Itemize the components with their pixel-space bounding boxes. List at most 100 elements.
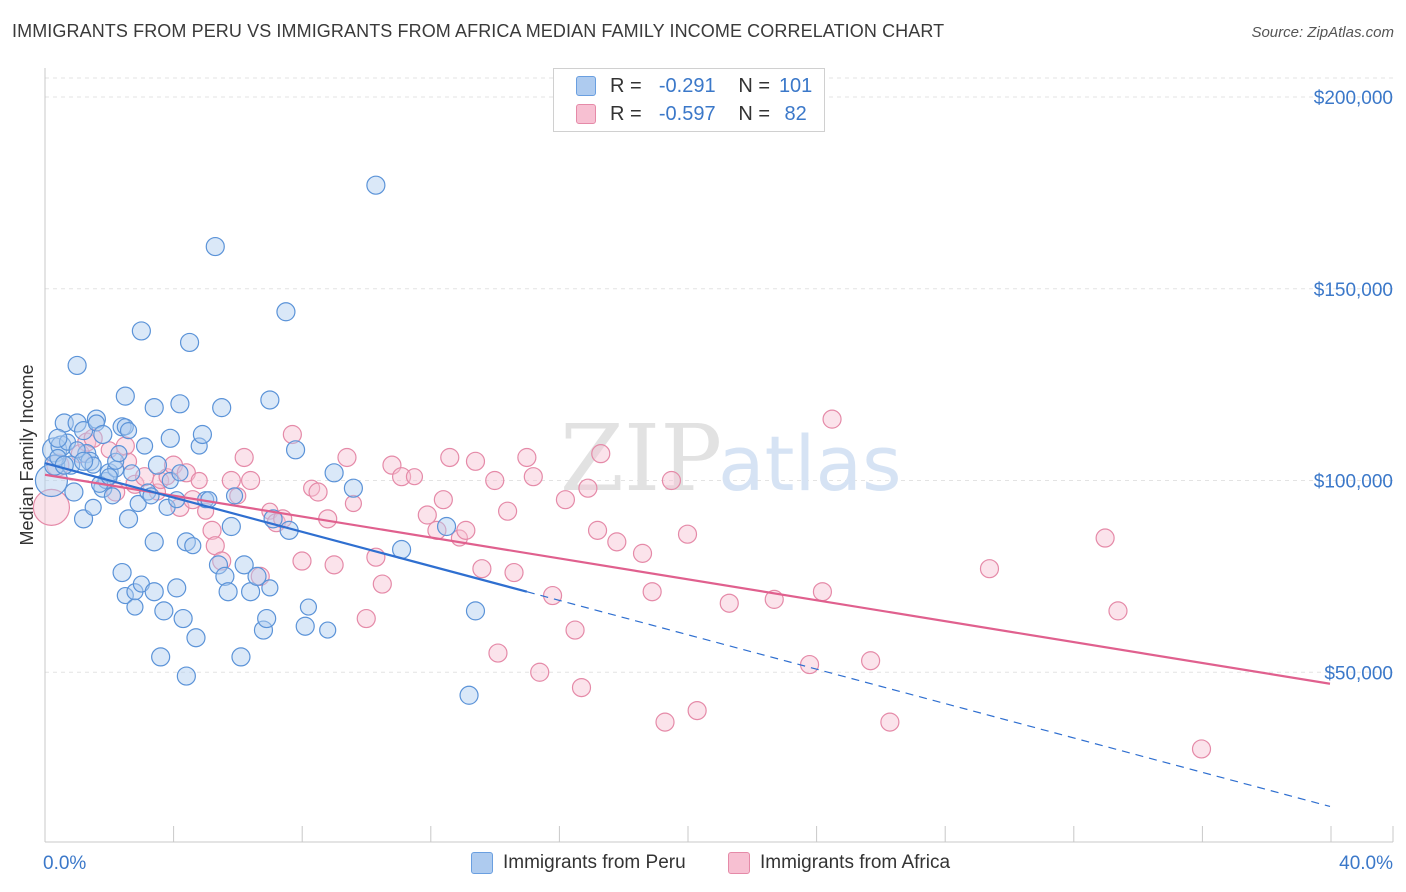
- peru-point: [131, 321, 151, 341]
- legend-item-africa[interactable]: Immigrants from Africa: [728, 852, 950, 874]
- peru-point: [285, 440, 306, 460]
- peru-point: [366, 175, 386, 195]
- legend-row-africa: R = -0.597 N = 82: [576, 103, 816, 125]
- africa-point: [822, 409, 842, 429]
- r-value-peru: -0.291: [658, 74, 716, 97]
- africa-point: [241, 470, 261, 491]
- africa-point: [979, 559, 1000, 579]
- africa-point: [661, 470, 682, 491]
- africa-point: [642, 582, 662, 602]
- africa-point: [324, 555, 344, 575]
- africa-point: [587, 520, 608, 540]
- africa-point: [555, 490, 576, 510]
- peru-point: [459, 685, 479, 705]
- series-legend: Immigrants from Peru Immigrants from Afr…: [0, 852, 1406, 876]
- trendlines: [44, 462, 1331, 808]
- watermark: ZIP atlas: [560, 405, 902, 512]
- peru-point: [118, 509, 139, 529]
- africa-point: [812, 582, 833, 602]
- correlation-legend: R = -0.291 N = 101 R = -0.597 N = 82: [553, 68, 825, 132]
- peru-point: [436, 516, 457, 537]
- peru-point: [299, 598, 318, 616]
- peru-point: [116, 586, 134, 605]
- peru-point: [257, 608, 277, 629]
- africa-point: [356, 608, 376, 629]
- africa-point: [405, 468, 424, 486]
- peru-point: [77, 444, 97, 464]
- africa-point: [221, 470, 241, 491]
- peru-point: [176, 666, 196, 686]
- watermark-atlas: atlas: [718, 419, 902, 508]
- x-tick-label: 40.0%: [1339, 853, 1393, 874]
- peru-point: [295, 616, 315, 636]
- y-tick-label: $100,000: [1314, 472, 1393, 493]
- peru-point: [64, 482, 84, 502]
- legend-label-peru: Immigrants from Peru: [503, 852, 686, 873]
- africa-point: [677, 524, 698, 544]
- peru-point: [160, 428, 180, 448]
- x-ticks: [44, 826, 1394, 842]
- peru-point: [218, 582, 238, 602]
- africa-point: [234, 447, 254, 468]
- peru-point: [84, 456, 102, 474]
- peru-point: [135, 437, 154, 455]
- africa-point: [578, 478, 598, 498]
- r-label-peru: R =: [610, 74, 642, 97]
- peru-point: [276, 302, 296, 322]
- n-value-peru: 101: [778, 74, 813, 97]
- africa-point: [391, 467, 412, 487]
- africa-point: [440, 447, 460, 468]
- peru-point: [179, 332, 200, 353]
- peru-point: [73, 509, 94, 529]
- series-peru: [34, 175, 486, 705]
- peru-point: [129, 494, 147, 513]
- peru-point: [112, 562, 132, 583]
- peru-point: [144, 398, 164, 418]
- peru-point: [110, 445, 128, 463]
- chart-title: IMMIGRANTS FROM PERU VS IMMIGRANTS FROM …: [12, 21, 945, 41]
- peru-trendline-extension: [526, 591, 1331, 808]
- peru-point: [212, 398, 232, 418]
- africa-point: [417, 505, 437, 525]
- peru-point: [184, 537, 202, 555]
- legend-swatch-africa: [576, 104, 596, 124]
- r-value-africa: -0.597: [658, 102, 716, 125]
- y-tick-label: $200,000: [1314, 88, 1393, 109]
- africa-point: [687, 700, 707, 721]
- peru-point: [154, 601, 174, 621]
- africa-point: [1108, 601, 1128, 621]
- africa-point: [571, 677, 592, 698]
- africa-point: [456, 520, 476, 540]
- africa-point: [498, 501, 518, 521]
- peru-point: [192, 424, 213, 445]
- peru-point: [144, 582, 164, 602]
- peru-point: [67, 355, 87, 376]
- africa-point: [517, 447, 537, 468]
- africa-point: [880, 712, 900, 732]
- africa-point: [591, 444, 611, 464]
- peru-point: [123, 464, 141, 482]
- africa-point: [433, 490, 453, 510]
- peru-point: [260, 390, 280, 410]
- peru-point: [231, 647, 251, 667]
- source-label: Source: ZipAtlas.com: [1251, 24, 1394, 41]
- legend-swatch-peru: [576, 76, 596, 96]
- peru-point: [84, 498, 102, 516]
- peru-point: [215, 566, 235, 586]
- peru-point: [147, 455, 168, 475]
- africa-point: [32, 488, 71, 526]
- africa-point: [565, 620, 585, 640]
- africa-point: [344, 494, 362, 513]
- africa-point: [719, 593, 739, 613]
- peru-point: [126, 598, 144, 616]
- peru-point: [170, 394, 190, 414]
- legend-swatch-peru-bottom: [471, 852, 493, 874]
- legend-item-peru[interactable]: Immigrants from Peru: [471, 852, 686, 874]
- peru-point: [115, 386, 135, 406]
- legend-row-peru: R = -0.291 N = 101: [576, 75, 816, 97]
- n-value-africa: 82: [784, 102, 807, 125]
- africa-trendline: [44, 473, 1331, 685]
- africa-point: [337, 447, 357, 468]
- peru-point: [190, 437, 208, 455]
- axes: [44, 68, 1393, 843]
